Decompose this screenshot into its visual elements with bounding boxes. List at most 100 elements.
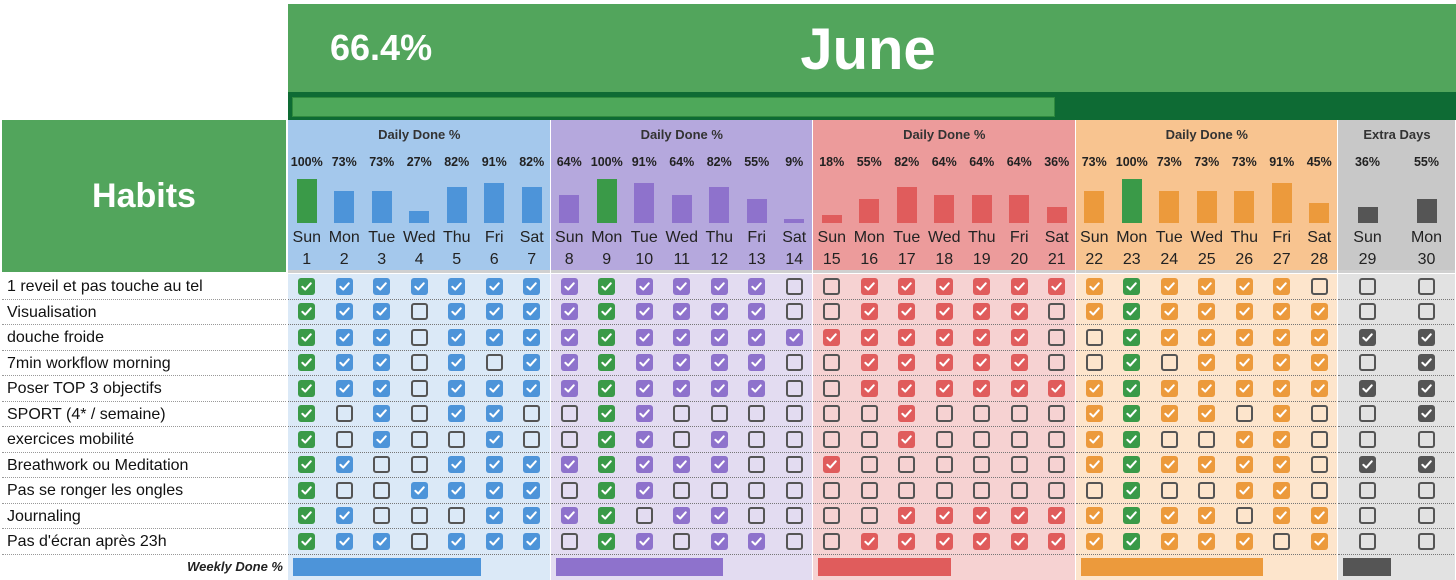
checkbox-checked[interactable] xyxy=(560,277,578,295)
checkbox-checked[interactable] xyxy=(1010,354,1028,372)
checkbox-checked[interactable] xyxy=(710,354,728,372)
checkbox-unchecked[interactable] xyxy=(823,354,841,372)
checkbox-checked[interactable] xyxy=(598,430,616,448)
checkbox-unchecked[interactable] xyxy=(860,405,878,423)
checkbox-unchecked[interactable] xyxy=(1359,532,1376,550)
checkbox-unchecked[interactable] xyxy=(935,481,953,499)
checkbox-unchecked[interactable] xyxy=(1273,532,1291,550)
checkbox-unchecked[interactable] xyxy=(823,430,841,448)
checkbox-checked[interactable] xyxy=(598,303,616,321)
checkbox-unchecked[interactable] xyxy=(410,379,428,397)
checkbox-unchecked[interactable] xyxy=(785,456,803,474)
checkbox-unchecked[interactable] xyxy=(785,532,803,550)
checkbox-checked[interactable] xyxy=(1418,456,1435,474)
checkbox-unchecked[interactable] xyxy=(785,379,803,397)
checkbox-checked[interactable] xyxy=(598,456,616,474)
checkbox-checked[interactable] xyxy=(710,328,728,346)
checkbox-checked[interactable] xyxy=(1418,354,1435,372)
checkbox-unchecked[interactable] xyxy=(1085,481,1103,499)
checkbox-checked[interactable] xyxy=(1123,481,1141,499)
checkbox-checked[interactable] xyxy=(1123,303,1141,321)
checkbox-checked[interactable] xyxy=(485,481,503,499)
checkbox-checked[interactable] xyxy=(1010,379,1028,397)
checkbox-unchecked[interactable] xyxy=(1235,405,1253,423)
checkbox-checked[interactable] xyxy=(448,277,466,295)
checkbox-checked[interactable] xyxy=(973,507,991,525)
checkbox-checked[interactable] xyxy=(598,507,616,525)
checkbox-checked[interactable] xyxy=(1310,532,1328,550)
checkbox-checked[interactable] xyxy=(523,481,541,499)
checkbox-checked[interactable] xyxy=(1085,532,1103,550)
checkbox-unchecked[interactable] xyxy=(1359,405,1376,423)
checkbox-checked[interactable] xyxy=(673,354,691,372)
checkbox-checked[interactable] xyxy=(448,354,466,372)
checkbox-checked[interactable] xyxy=(335,456,353,474)
checkbox-checked[interactable] xyxy=(898,532,916,550)
checkbox-checked[interactable] xyxy=(598,354,616,372)
checkbox-checked[interactable] xyxy=(410,481,428,499)
checkbox-unchecked[interactable] xyxy=(373,507,391,525)
checkbox-unchecked[interactable] xyxy=(1418,430,1435,448)
checkbox-checked[interactable] xyxy=(335,507,353,525)
checkbox-checked[interactable] xyxy=(335,532,353,550)
checkbox-unchecked[interactable] xyxy=(1359,430,1376,448)
checkbox-checked[interactable] xyxy=(1010,277,1028,295)
checkbox-unchecked[interactable] xyxy=(860,507,878,525)
checkbox-checked[interactable] xyxy=(1418,405,1435,423)
checkbox-checked[interactable] xyxy=(523,303,541,321)
checkbox-checked[interactable] xyxy=(1235,303,1253,321)
checkbox-checked[interactable] xyxy=(1273,456,1291,474)
checkbox-checked[interactable] xyxy=(298,354,316,372)
checkbox-checked[interactable] xyxy=(1273,481,1291,499)
checkbox-checked[interactable] xyxy=(1123,328,1141,346)
checkbox-unchecked[interactable] xyxy=(973,405,991,423)
checkbox-checked[interactable] xyxy=(1273,354,1291,372)
checkbox-unchecked[interactable] xyxy=(898,481,916,499)
checkbox-unchecked[interactable] xyxy=(560,405,578,423)
checkbox-checked[interactable] xyxy=(1010,303,1028,321)
checkbox-unchecked[interactable] xyxy=(1418,277,1435,295)
checkbox-checked[interactable] xyxy=(1310,354,1328,372)
checkbox-unchecked[interactable] xyxy=(710,481,728,499)
checkbox-checked[interactable] xyxy=(1160,532,1178,550)
checkbox-checked[interactable] xyxy=(1085,277,1103,295)
checkbox-checked[interactable] xyxy=(1418,328,1435,346)
checkbox-checked[interactable] xyxy=(523,456,541,474)
checkbox-unchecked[interactable] xyxy=(410,354,428,372)
checkbox-checked[interactable] xyxy=(298,303,316,321)
checkbox-unchecked[interactable] xyxy=(410,405,428,423)
checkbox-checked[interactable] xyxy=(1273,328,1291,346)
checkbox-unchecked[interactable] xyxy=(823,532,841,550)
checkbox-checked[interactable] xyxy=(485,277,503,295)
checkbox-checked[interactable] xyxy=(898,405,916,423)
checkbox-checked[interactable] xyxy=(1198,277,1216,295)
checkbox-unchecked[interactable] xyxy=(973,481,991,499)
checkbox-checked[interactable] xyxy=(1160,303,1178,321)
checkbox-checked[interactable] xyxy=(373,379,391,397)
checkbox-unchecked[interactable] xyxy=(785,354,803,372)
checkbox-checked[interactable] xyxy=(935,379,953,397)
checkbox-checked[interactable] xyxy=(298,456,316,474)
checkbox-checked[interactable] xyxy=(448,379,466,397)
checkbox-unchecked[interactable] xyxy=(410,328,428,346)
checkbox-checked[interactable] xyxy=(673,379,691,397)
checkbox-checked[interactable] xyxy=(748,328,766,346)
checkbox-checked[interactable] xyxy=(1310,507,1328,525)
checkbox-checked[interactable] xyxy=(298,379,316,397)
checkbox-checked[interactable] xyxy=(1273,405,1291,423)
checkbox-checked[interactable] xyxy=(1123,354,1141,372)
checkbox-checked[interactable] xyxy=(710,430,728,448)
checkbox-checked[interactable] xyxy=(673,507,691,525)
checkbox-unchecked[interactable] xyxy=(935,456,953,474)
checkbox-unchecked[interactable] xyxy=(673,430,691,448)
checkbox-checked[interactable] xyxy=(560,379,578,397)
checkbox-checked[interactable] xyxy=(1048,532,1066,550)
checkbox-checked[interactable] xyxy=(1048,277,1066,295)
checkbox-unchecked[interactable] xyxy=(1359,481,1376,499)
checkbox-checked[interactable] xyxy=(448,532,466,550)
checkbox-checked[interactable] xyxy=(1198,354,1216,372)
checkbox-checked[interactable] xyxy=(1160,379,1178,397)
checkbox-checked[interactable] xyxy=(973,328,991,346)
checkbox-unchecked[interactable] xyxy=(1235,507,1253,525)
checkbox-checked[interactable] xyxy=(485,532,503,550)
